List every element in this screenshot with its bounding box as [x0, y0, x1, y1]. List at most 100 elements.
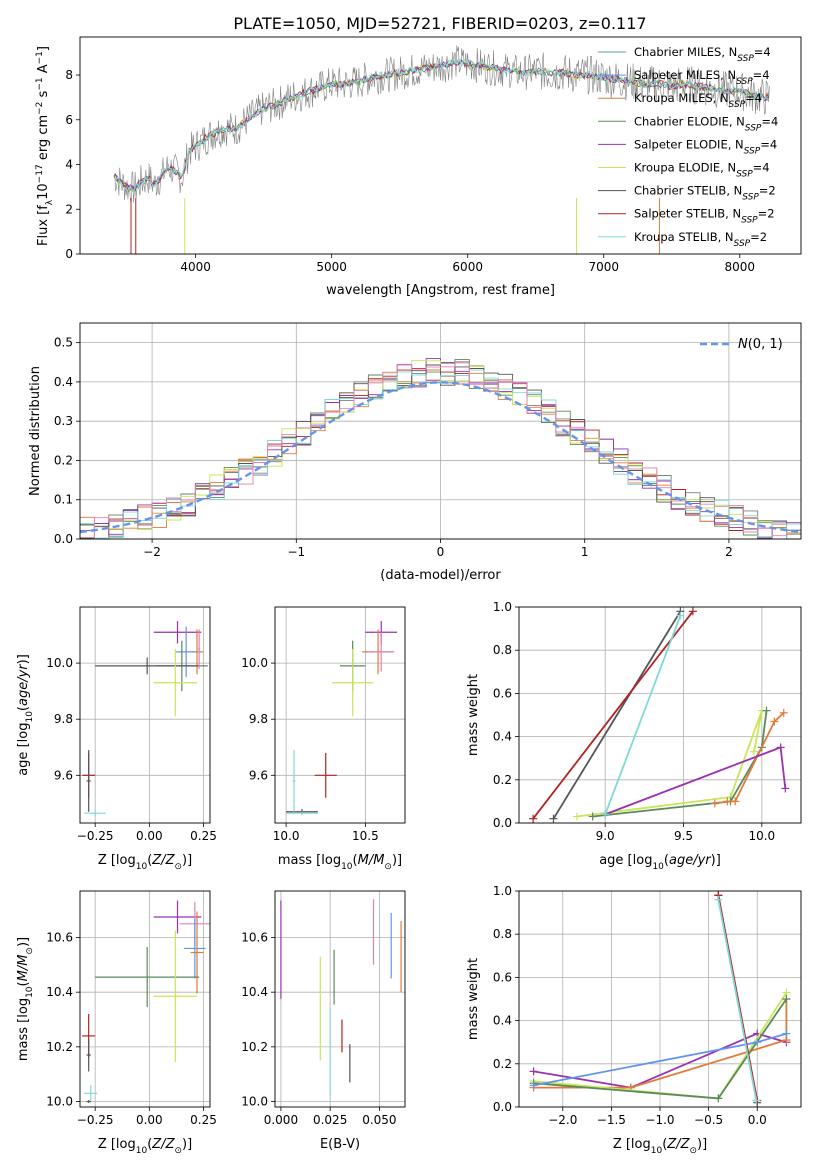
- y-tick-label: 0.2: [493, 1057, 512, 1071]
- x-tick-label: 0.0: [748, 1113, 767, 1127]
- plot-body: [82, 900, 210, 1103]
- y-tick-label: 0.8: [493, 927, 512, 941]
- axes-frame: [79, 322, 802, 540]
- x-axis-label: Z [log10(Z/Z⊙)]: [613, 1137, 707, 1156]
- plot-body: [286, 621, 398, 815]
- x-axis-label: age [log10(age/yr)]: [599, 853, 721, 872]
- y-tick-label: 0.6: [493, 686, 512, 700]
- x-tick-label: 6000: [452, 260, 483, 274]
- y-tick-label: 0.4: [54, 375, 73, 389]
- x-tick-label: −2.0: [548, 1113, 577, 1127]
- mass-weight-line: [604, 615, 682, 815]
- y-axis-label: mass [log10(M/M⊙)]: [16, 937, 35, 1061]
- axes-frame: [518, 606, 802, 824]
- x-axis-label: E(B-V): [320, 1137, 360, 1152]
- axes-frame: [518, 890, 802, 1108]
- x-tick-label: 9.0: [596, 829, 615, 843]
- x-tick-label: 10.5: [352, 829, 379, 843]
- y-tick-label: 9.6: [249, 768, 268, 782]
- y-tick-label: 8: [65, 68, 73, 82]
- axes-frame: [274, 606, 406, 824]
- y-tick-label: 0.5: [54, 336, 73, 350]
- y-tick-label: 10.4: [241, 985, 268, 999]
- y-axis-label: mass weight: [466, 674, 481, 756]
- x-tick-label: 1: [581, 545, 589, 559]
- x-tick-label: 0.25: [190, 1113, 217, 1127]
- x-axis-label: mass [log10(M/M⊙)]: [278, 853, 402, 872]
- x-tick-label: 7000: [588, 260, 619, 274]
- y-axis-label: Flux [fλ10−17 erg cm−2 s−1 A−1]: [35, 46, 55, 246]
- x-tick-label: 0.25: [190, 829, 217, 843]
- y-tick-label: 0.8: [493, 643, 512, 657]
- y-tick-label: 10.0: [241, 1095, 268, 1109]
- mass-weight-line: [552, 610, 682, 820]
- legend-entry: Salpeter STELIB, NSSP=2: [634, 207, 775, 226]
- panel-age_vs_Z: −0.25 0.00 0.25 9.6 9.8 10.0 Z [log10(Z/Z⊙)] ag…: [16, 606, 217, 872]
- legend-entry: N(0, 1): [738, 337, 783, 352]
- y-tick-label: 0.4: [493, 1014, 512, 1028]
- y-tick-label: 10.6: [241, 930, 268, 944]
- x-tick-label: −1: [287, 545, 305, 559]
- x-tick-label: −0.25: [77, 829, 114, 843]
- y-tick-label: 0.6: [493, 970, 512, 984]
- plot-body: [280, 899, 402, 1097]
- panel-spectrum: 4000 5000 6000 7000 8000 0 2 4 6 8 Chabrier MILES,…: [35, 36, 802, 298]
- mass-weight-line: [592, 710, 768, 818]
- axes-frame: [79, 606, 211, 824]
- y-axis-label: Normed distribution: [28, 366, 43, 496]
- y-tick-label: 0.0: [493, 816, 512, 830]
- y-tick-label: 0.4: [493, 730, 512, 744]
- x-tick-label: −1.0: [645, 1113, 674, 1127]
- y-tick-label: 0.0: [493, 1100, 512, 1114]
- mass-weight-line: [604, 746, 787, 816]
- axes-frame: [79, 890, 211, 1108]
- x-tick-label: 0.000: [264, 1113, 298, 1127]
- axes-frame: [79, 36, 802, 255]
- plot-body: [82, 621, 208, 816]
- x-tick-label: 10.0: [273, 829, 300, 843]
- legend-entry: Kroupa STELIB, NSSP=2: [634, 230, 767, 249]
- y-tick-label: 9.6: [54, 768, 73, 782]
- y-tick-label: 0.3: [54, 414, 73, 428]
- y-tick-label: 6: [65, 113, 73, 127]
- panel-residuals: −2 −1 0 1 2 0.0 0.1 0.2 0.3 0.4 0.5 N(0, 1) (data-mo…: [28, 322, 802, 583]
- x-axis-label: (data-model)/error: [380, 568, 501, 583]
- y-tick-label: 1.0: [493, 884, 512, 898]
- y-tick-label: 2: [65, 202, 73, 216]
- legend-entry: Kroupa ELODIE, NSSP=4: [634, 161, 770, 180]
- x-tick-label: 0.025: [313, 1113, 347, 1127]
- y-tick-label: 10.2: [241, 1040, 268, 1054]
- histogram-step: [80, 362, 801, 540]
- normal-curve: [79, 381, 802, 534]
- panel-age_vs_mass: 10.0 10.5 9.6 9.8 10.0 mass [log10(M/M⊙)]: [241, 606, 406, 872]
- x-tick-label: 2: [725, 545, 733, 559]
- mass-weight-line: [532, 610, 694, 820]
- y-tick-label: 0.2: [493, 773, 512, 787]
- legend-entry: Kroupa MILES, NSSP=4: [634, 91, 762, 110]
- axes-frame: [274, 890, 406, 1108]
- y-tick-label: 10.0: [241, 656, 268, 670]
- plot-body: [79, 358, 802, 540]
- panel-mass_vs_ebv: 0.000 0.025 0.050 10.0 10.2 10.4 10.6 E(B-V): [241, 890, 406, 1152]
- x-tick-label: −0.5: [694, 1113, 723, 1127]
- y-tick-label: 0.2: [54, 453, 73, 467]
- x-tick-label: 0.00: [136, 1113, 163, 1127]
- x-tick-label: 0.050: [362, 1113, 396, 1127]
- legend-entry: Chabrier ELODIE, NSSP=4: [634, 114, 778, 133]
- y-tick-label: 9.8: [54, 712, 73, 726]
- plot-body: [113, 45, 770, 254]
- x-tick-label: 9.5: [674, 829, 693, 843]
- x-tick-label: 4000: [180, 260, 211, 274]
- panel-mass_vs_Z: −0.25 0.00 0.25 10.0 10.2 10.4 10.6 Z [log10(Z/…: [16, 890, 217, 1156]
- mass-weight-line: [714, 712, 785, 805]
- y-tick-label: 10.6: [46, 930, 73, 944]
- y-tick-label: 10.4: [46, 985, 73, 999]
- x-tick-label: 0: [437, 545, 445, 559]
- y-tick-label: 10.0: [46, 656, 73, 670]
- x-tick-label: −0.25: [77, 1113, 114, 1127]
- x-tick-label: 5000: [316, 260, 347, 274]
- legend-entry: Salpeter ELODIE, NSSP=4: [634, 137, 777, 156]
- mass-weight-line: [717, 899, 758, 1101]
- y-tick-label: 10.2: [46, 1040, 73, 1054]
- x-axis-label: wavelength [Angstrom, rest frame]: [326, 283, 555, 298]
